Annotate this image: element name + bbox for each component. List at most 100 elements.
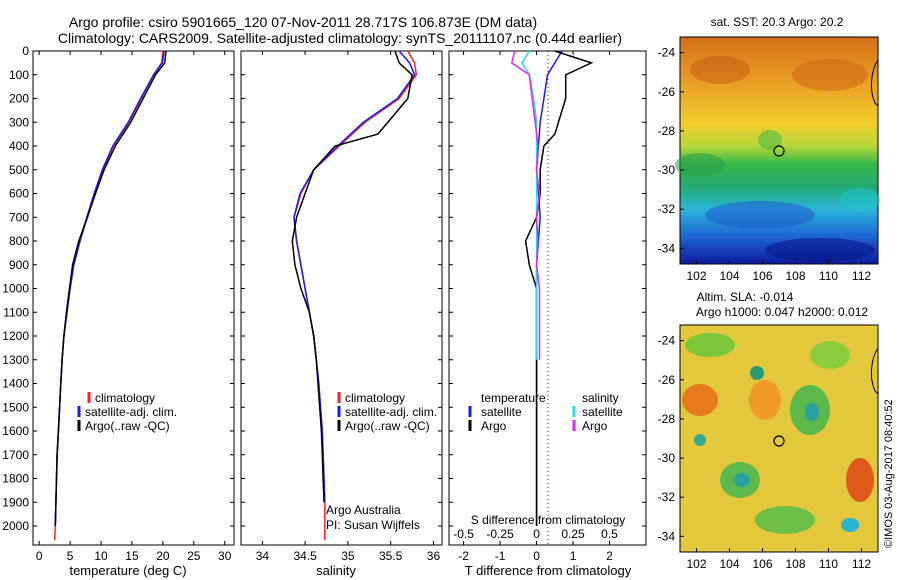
depth-tick-label: 1700 [2,448,29,462]
sst-map-title: sat. SST: 20.3 Argo: 20.2 [711,15,844,29]
salinity-xlabel: salinity [316,563,356,578]
sla-low-patch [750,366,764,380]
depth-tick-label: 600 [9,187,29,201]
legend-label-sal-satellite: satellite [582,405,623,419]
lon-tick-label: 110 [819,269,838,283]
argo-float-marker [773,435,785,447]
legend-label-argo: Argo(..raw -QC) [345,419,430,433]
lat-tick-label: -24 [658,46,676,60]
sst-warm-patch [792,59,868,91]
legend-label-climatology: climatology [345,391,405,405]
header-line-2: Climatology: CARS2009. Satellite-adjuste… [58,30,622,46]
x-tick-label: 34.5 [293,549,317,563]
x-tick-label: 0 [533,549,540,563]
sla-high-patch [846,458,874,502]
lat-tick-label: -34 [658,529,676,543]
salinity-axis-ticks: 34 34.5 35 35.5 36 [256,51,441,563]
depth-tick-label: 300 [9,115,29,129]
s-tick-label: -0.25 [486,527,514,541]
s-tick-label: 0.5 [601,527,618,541]
x-tick-label: 36 [427,549,441,563]
depth-axis-ticks: 0 100 200 300 400 500 600 700 800 900 1000 1100 1200… [2,44,234,533]
lat-tick-label: -28 [658,124,676,138]
depth-tick-label: 400 [9,139,29,153]
salinity-depth-ticks [241,50,442,527]
depth-tick-label: 1200 [2,329,29,343]
lat-tick-label: -32 [658,490,676,504]
lat-tick-label: -32 [658,202,676,216]
x-tick-label: 0 [36,549,43,563]
coastline [870,347,879,395]
lon-tick-label: 106 [752,269,772,283]
temperature-axes [32,50,235,546]
lat-tick-label: -30 [658,163,676,177]
sst-green-patch [675,153,725,177]
sla-high-patch [749,380,781,420]
sst-map-ticks: 102 104 106 108 110 112 -24 -26 -28 -30 -32 -34 [658,46,872,283]
sst-cyan-patch [840,188,880,212]
argo-float-marker [773,145,785,157]
x-tick-label: -2 [458,549,469,563]
x-tick-label: 35.5 [379,549,403,563]
legend-label-temp-argo: Argo [481,419,507,433]
temperature-panel: 0100200300400500600700800900100011001200… [2,44,235,578]
depth-tick-label: 1300 [2,353,29,367]
series-line-satellite-adj-clim- [293,50,416,503]
depth-tick-label: 700 [9,210,29,224]
sst-texture [675,56,880,262]
legend-title-salinity: salinity [582,391,619,405]
sla-low-patch [694,434,706,446]
difference-axes [448,50,647,546]
series-line-temperature-argo [524,50,594,526]
temperature-axis-ticks: 0 5 10 15 20 25 30 [36,51,232,563]
legend-label-argo: Argo(..raw -QC) [85,419,170,433]
sla-high-patch [682,384,718,416]
x-tick-label: 15 [125,549,139,563]
x-tick-label: 10 [94,549,108,563]
depth-tick-label: 800 [9,234,29,248]
sla-low-patch [841,518,859,532]
x-tick-label: -1 [495,549,506,563]
difference-panel: -2 -1 0 1 2 temperature satellite Argo salin… [448,50,647,578]
lon-tick-label: 102 [686,269,706,283]
lon-tick-label: 108 [785,269,805,283]
legend-title-temperature: temperature [481,391,546,405]
lat-tick-label: -34 [658,241,676,255]
depth-tick-label: 0 [22,44,29,58]
s-tick-label: 0.25 [561,527,585,541]
x-tick-label: 30 [218,549,232,563]
depth-tick-label: 500 [9,163,29,177]
depth-tick-label: 100 [9,68,29,82]
sla-green-patch [810,341,850,369]
salinity-series [291,50,418,541]
series-line-argo-raw-qc- [54,50,167,527]
sst-map-panel: sat. SST: 20.3 Argo: 20.2 102 104 106 108 11… [658,15,880,283]
sla-texture [682,333,874,534]
salinity-legend: climatology satellite-adj. clim. Argo(..… [337,391,437,433]
coastline [870,59,879,107]
pi-credit: PI: Susan Wijffels [326,518,420,532]
depth-tick-label: 1500 [2,400,29,414]
x-tick-label: 25 [187,549,201,563]
lat-tick-label: -28 [658,412,676,426]
series-line-salinity-argo [510,50,541,360]
lon-tick-label: 104 [719,557,739,571]
series-line-argo-raw-qc- [291,50,413,503]
legend-label-temp-satellite: satellite [481,405,522,419]
imos-timestamp: ©IMOS 03-Aug-2017 08:40:52 [883,399,895,548]
sst-green-patch [758,130,782,150]
temperature-legend: climatology satellite-adj. clim. Argo(..… [77,391,177,433]
salinity-panel: 34 34.5 35 35.5 36 salinity climatology sate… [240,50,443,578]
sst-deep-patch [765,238,875,262]
lon-tick-label: 102 [686,557,706,571]
legend-label-climatology: climatology [95,391,155,405]
depth-tick-label: 1400 [2,377,29,391]
sla-map-title-1: Altim. SLA: -0.014 [697,290,794,304]
lon-tick-label: 106 [752,557,772,571]
lon-tick-label: 104 [719,269,739,283]
sla-low-patch [805,403,819,421]
depth-tick-label: 1100 [3,305,29,319]
difference-legend: temperature satellite Argo salinity sate… [468,391,623,433]
s-difference-label: S difference from climatology [471,513,626,527]
